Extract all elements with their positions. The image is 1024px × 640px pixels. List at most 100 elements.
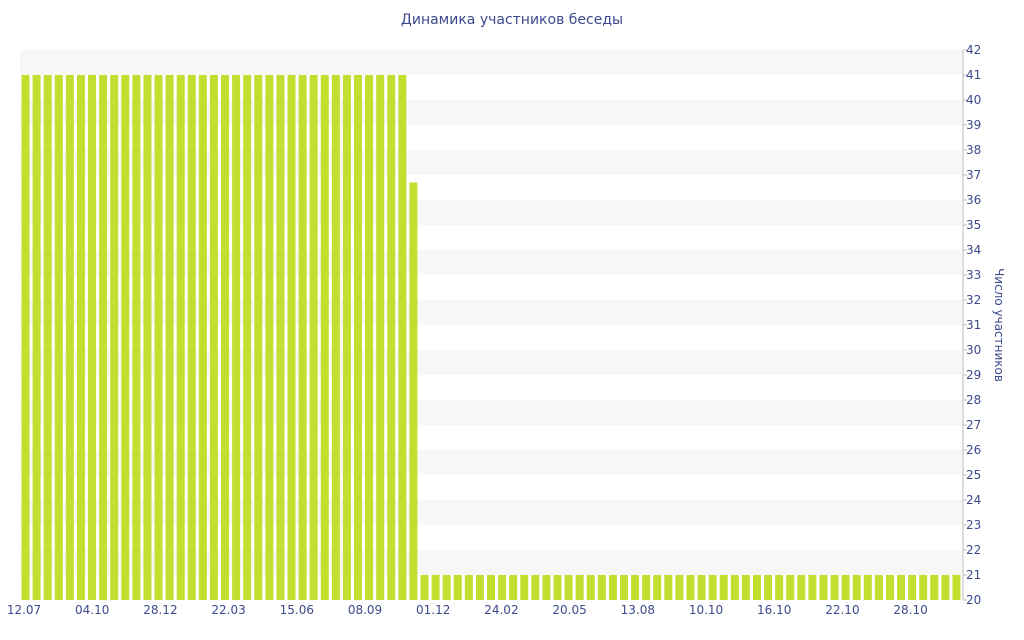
bar — [121, 75, 130, 600]
bar — [276, 75, 285, 600]
y-tick-label: 39 — [966, 118, 981, 132]
y-tick-label: 42 — [966, 43, 981, 57]
bar — [265, 75, 274, 600]
grid-band — [20, 50, 962, 75]
bar — [952, 575, 961, 600]
y-tick-label: 38 — [966, 143, 981, 157]
x-tick-label: 28.12 — [143, 603, 177, 617]
bar — [741, 575, 750, 600]
bar — [487, 575, 495, 600]
x-tick-label: 22.10 — [825, 603, 859, 617]
y-tick-label: 22 — [966, 543, 981, 557]
bar — [786, 575, 795, 600]
bar — [475, 575, 484, 600]
bar — [930, 575, 939, 600]
bar — [298, 75, 307, 600]
bar — [586, 575, 595, 600]
bar — [143, 75, 152, 600]
y-tick-label: 36 — [966, 193, 981, 207]
x-tick-label: 24.02 — [484, 603, 518, 617]
y-tick-label: 23 — [966, 518, 981, 532]
bar — [331, 75, 340, 600]
y-tick-label: 34 — [966, 243, 981, 257]
bar — [675, 575, 684, 600]
bar — [398, 75, 407, 600]
y-tick-label: 33 — [966, 268, 981, 282]
y-tick-label: 37 — [966, 168, 981, 182]
bar — [874, 575, 883, 600]
x-tick-label: 16.10 — [757, 603, 791, 617]
bar — [919, 575, 928, 600]
bar — [165, 75, 174, 600]
y-tick-label: 28 — [966, 393, 981, 407]
bar — [863, 575, 872, 600]
bar — [309, 75, 318, 600]
bar — [198, 75, 207, 600]
bar — [819, 575, 828, 600]
y-tick-label: 41 — [966, 68, 981, 82]
bar — [154, 75, 163, 600]
bar — [730, 575, 739, 600]
bar — [132, 75, 141, 600]
y-tick-label: 30 — [966, 343, 981, 357]
bar — [342, 75, 351, 600]
bar — [376, 75, 385, 600]
bar — [232, 75, 241, 600]
bar — [841, 575, 850, 600]
bar-series — [21, 75, 961, 600]
bar — [65, 75, 74, 600]
y-axis: 20 21 22 23 24 25 26 27 28 29 30 31 32 33 34 35 36 37 38 39… — [962, 43, 981, 607]
y-tick-label: 32 — [966, 293, 981, 307]
bar — [354, 75, 362, 600]
x-tick-label: 22.03 — [211, 603, 245, 617]
bar — [752, 575, 761, 600]
bar — [221, 75, 230, 600]
bar — [287, 75, 296, 600]
bar — [719, 575, 728, 600]
x-axis: 12.07 04.10 28.12 22.03 15.06 08.09 01.12 24.02… — [7, 603, 928, 617]
bar — [365, 75, 374, 600]
bar — [897, 575, 906, 600]
bar — [597, 575, 606, 600]
bar — [520, 575, 529, 600]
bar — [409, 182, 418, 600]
y-tick-label: 35 — [966, 218, 981, 232]
bar — [564, 575, 573, 600]
bar — [453, 575, 462, 600]
bar — [575, 575, 584, 600]
bar — [54, 75, 63, 600]
bar — [620, 575, 628, 600]
bar — [697, 575, 706, 600]
bar — [99, 75, 108, 600]
x-tick-label: 28.10 — [893, 603, 927, 617]
chart-title: Динамика участников беседы — [400, 12, 624, 28]
bar — [631, 575, 640, 600]
x-tick-label: 20.05 — [552, 603, 586, 617]
y-axis-label: Число участников — [992, 268, 1006, 382]
x-tick-label: 08.09 — [348, 603, 382, 617]
bar — [243, 75, 252, 600]
bar — [642, 575, 651, 600]
bar — [32, 75, 41, 600]
bar — [176, 75, 185, 600]
bar — [387, 75, 396, 600]
x-tick-label: 10.10 — [689, 603, 723, 617]
bar — [320, 75, 329, 600]
bar — [708, 575, 717, 600]
bar — [775, 575, 784, 600]
bar — [531, 575, 540, 600]
y-tick-label: 31 — [966, 318, 981, 332]
bar — [110, 75, 119, 600]
bar — [21, 75, 30, 600]
bar — [442, 575, 451, 600]
y-tick-label: 29 — [966, 368, 981, 382]
bar — [420, 575, 429, 600]
y-tick-label: 21 — [966, 568, 981, 582]
x-tick-label: 04.10 — [75, 603, 109, 617]
bar — [542, 575, 551, 600]
y-tick-label: 20 — [966, 593, 981, 607]
bar — [908, 575, 917, 600]
bar — [88, 75, 97, 600]
